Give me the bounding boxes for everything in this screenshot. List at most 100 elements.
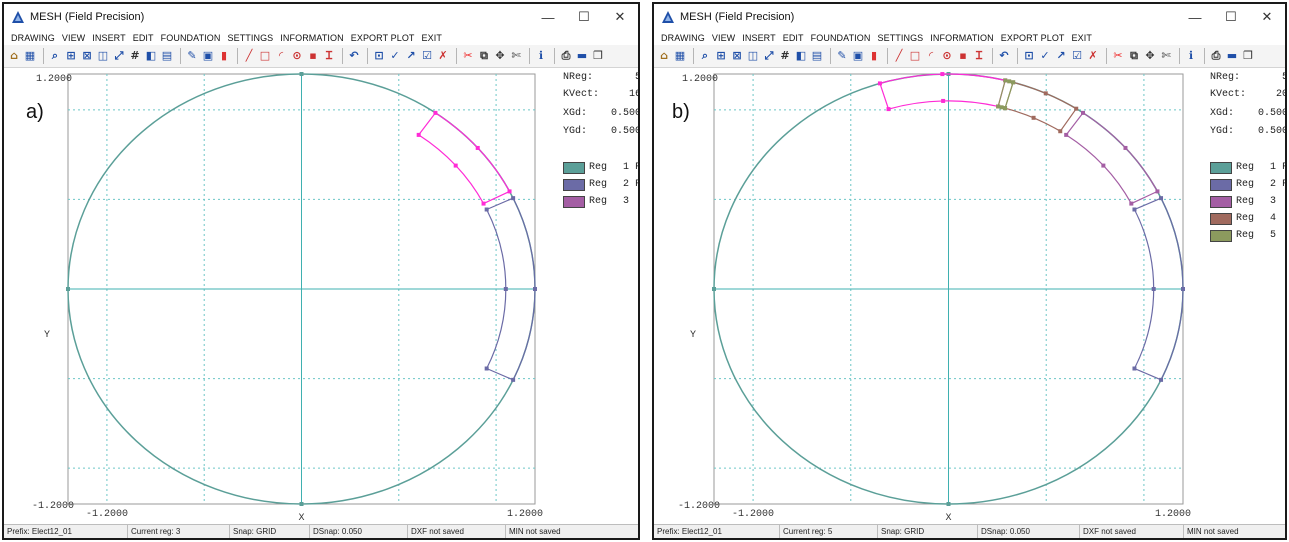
region-3-sector-vertex [416, 132, 421, 137]
rectangle-icon[interactable]: □ [909, 49, 921, 62]
color-bars-icon[interactable]: ▮ [220, 49, 228, 62]
home-icon[interactable]: ⌂ [660, 49, 668, 62]
print-icon[interactable]: ⎙ [561, 49, 571, 62]
save-icon[interactable]: ▬ [576, 49, 588, 62]
zoom-out-icon[interactable]: ⊠ [82, 49, 92, 62]
menu-view[interactable]: VIEW [711, 32, 736, 43]
cut-icon[interactable]: ✂ [1113, 49, 1123, 62]
check-all-icon[interactable]: ☑ [422, 49, 432, 62]
info-icon[interactable]: ℹ [538, 49, 544, 62]
grid-icon[interactable]: # [780, 49, 790, 62]
color-bars-icon[interactable]: ▮ [870, 49, 878, 62]
snap-icon[interactable]: ⊡ [1024, 49, 1034, 62]
mesh-plot[interactable]: 1.2000 -1.2000 -1.2000 1.2000 X Ya) [4, 68, 559, 526]
zoom-out-icon[interactable]: ⊠ [732, 49, 742, 62]
zoom-window-icon[interactable]: ⊞ [716, 49, 726, 62]
region-5b-sector-vertex [1003, 106, 1008, 111]
snap-icon[interactable]: ⊡ [374, 49, 384, 62]
fit-view-icon[interactable]: ◫ [97, 49, 109, 62]
save-icon[interactable]: ▬ [1226, 49, 1238, 62]
close-button[interactable]: ✕ [614, 9, 626, 24]
zoom-icon[interactable]: ⌕ [51, 49, 59, 62]
close-button[interactable]: ✕ [1261, 9, 1273, 24]
text-cursor-icon[interactable]: Ɪ [325, 49, 333, 62]
copy-plot-icon[interactable]: ❐ [1243, 49, 1253, 62]
text-cursor-icon[interactable]: Ɪ [975, 49, 983, 62]
print-icon[interactable]: ⎙ [1211, 49, 1221, 62]
delete-vector-icon[interactable]: ✗ [1088, 49, 1098, 62]
circle-icon[interactable]: ⊙ [942, 49, 952, 62]
maximize-button[interactable]: ☐ [578, 9, 590, 24]
title-bar[interactable]: MESH (Field Precision) — ☐ ✕ [654, 4, 1285, 30]
cut-icon[interactable]: ✂ [463, 49, 473, 62]
menu-insert[interactable]: INSERT [742, 32, 776, 43]
grid-icon[interactable]: # [130, 49, 140, 62]
copy-plot-icon[interactable]: ❐ [593, 49, 603, 62]
arc-icon[interactable]: ◜ [928, 49, 934, 62]
vector-icon[interactable]: ↗ [1056, 49, 1066, 62]
check-all-icon[interactable]: ☑ [1072, 49, 1082, 62]
info-icon[interactable]: ℹ [1188, 49, 1194, 62]
menu-view[interactable]: VIEW [61, 32, 86, 43]
pan-icon[interactable]: ⤢ [114, 49, 124, 62]
home-icon[interactable]: ⌂ [10, 49, 18, 62]
minimize-button[interactable]: — [1188, 9, 1202, 25]
delete-vector-icon[interactable]: ✗ [438, 49, 448, 62]
minimize-button[interactable]: — [541, 9, 555, 25]
arc-icon[interactable]: ◜ [278, 49, 284, 62]
menu-foundation[interactable]: FOUNDATION [160, 32, 221, 43]
fill-icon[interactable]: ◧ [145, 49, 157, 62]
status-current-reg: Current reg: 5 [780, 524, 878, 538]
fit-view-icon[interactable]: ◫ [747, 49, 759, 62]
copy-icon[interactable]: ⧉ [1130, 49, 1138, 62]
menu-drawing[interactable]: DRAWING [11, 32, 55, 43]
menu-exit[interactable]: EXIT [1071, 32, 1092, 43]
region-list-icon[interactable]: ▣ [202, 49, 214, 62]
grid-window-icon[interactable]: ▦ [24, 49, 36, 62]
menu-settings[interactable]: SETTINGS [877, 32, 924, 43]
edit-region-icon[interactable]: ✎ [837, 49, 847, 62]
menu-export-plot[interactable]: EXPORT PLOT [1000, 32, 1065, 43]
scissors-icon[interactable]: ✄ [511, 49, 521, 62]
maximize-button[interactable]: ☐ [1225, 9, 1237, 24]
mesh-plot[interactable]: 1.2000 -1.2000 -1.2000 1.2000 X Yb) [654, 68, 1208, 526]
line-icon[interactable]: ╱ [895, 49, 903, 62]
y-max-label: 1.2000 [682, 74, 718, 85]
zoom-window-icon[interactable]: ⊞ [66, 49, 76, 62]
scissors-icon[interactable]: ✄ [1161, 49, 1171, 62]
menu-edit[interactable]: EDIT [132, 32, 154, 43]
move-icon[interactable]: ✥ [495, 49, 505, 62]
zoom-icon[interactable]: ⌕ [701, 49, 709, 62]
menu-export-plot[interactable]: EXPORT PLOT [350, 32, 415, 43]
check-icon[interactable]: ✓ [390, 49, 400, 62]
menu-information[interactable]: INFORMATION [280, 32, 344, 43]
vector-icon[interactable]: ↗ [406, 49, 416, 62]
point-icon[interactable]: ▪ [959, 49, 967, 62]
menu-settings[interactable]: SETTINGS [227, 32, 274, 43]
menu-information[interactable]: INFORMATION [930, 32, 994, 43]
menu-edit[interactable]: EDIT [782, 32, 804, 43]
region-3-sector-vertex [1129, 201, 1134, 206]
undo-icon[interactable]: ↶ [999, 49, 1009, 62]
menu-insert[interactable]: INSERT [92, 32, 126, 43]
table-icon[interactable]: ▤ [811, 49, 823, 62]
y-min-label: -1.2000 [678, 501, 720, 512]
menu-foundation[interactable]: FOUNDATION [810, 32, 871, 43]
grid-window-icon[interactable]: ▦ [674, 49, 686, 62]
pan-icon[interactable]: ⤢ [764, 49, 774, 62]
table-icon[interactable]: ▤ [161, 49, 173, 62]
point-icon[interactable]: ▪ [309, 49, 317, 62]
fill-icon[interactable]: ◧ [795, 49, 807, 62]
menu-exit[interactable]: EXIT [421, 32, 442, 43]
undo-icon[interactable]: ↶ [349, 49, 359, 62]
region-list-icon[interactable]: ▣ [852, 49, 864, 62]
title-bar[interactable]: MESH (Field Precision) — ☐ ✕ [4, 4, 638, 30]
check-icon[interactable]: ✓ [1040, 49, 1050, 62]
copy-icon[interactable]: ⧉ [480, 49, 488, 62]
circle-icon[interactable]: ⊙ [292, 49, 302, 62]
line-icon[interactable]: ╱ [245, 49, 253, 62]
move-icon[interactable]: ✥ [1145, 49, 1155, 62]
menu-drawing[interactable]: DRAWING [661, 32, 705, 43]
rectangle-icon[interactable]: □ [259, 49, 271, 62]
edit-region-icon[interactable]: ✎ [187, 49, 197, 62]
